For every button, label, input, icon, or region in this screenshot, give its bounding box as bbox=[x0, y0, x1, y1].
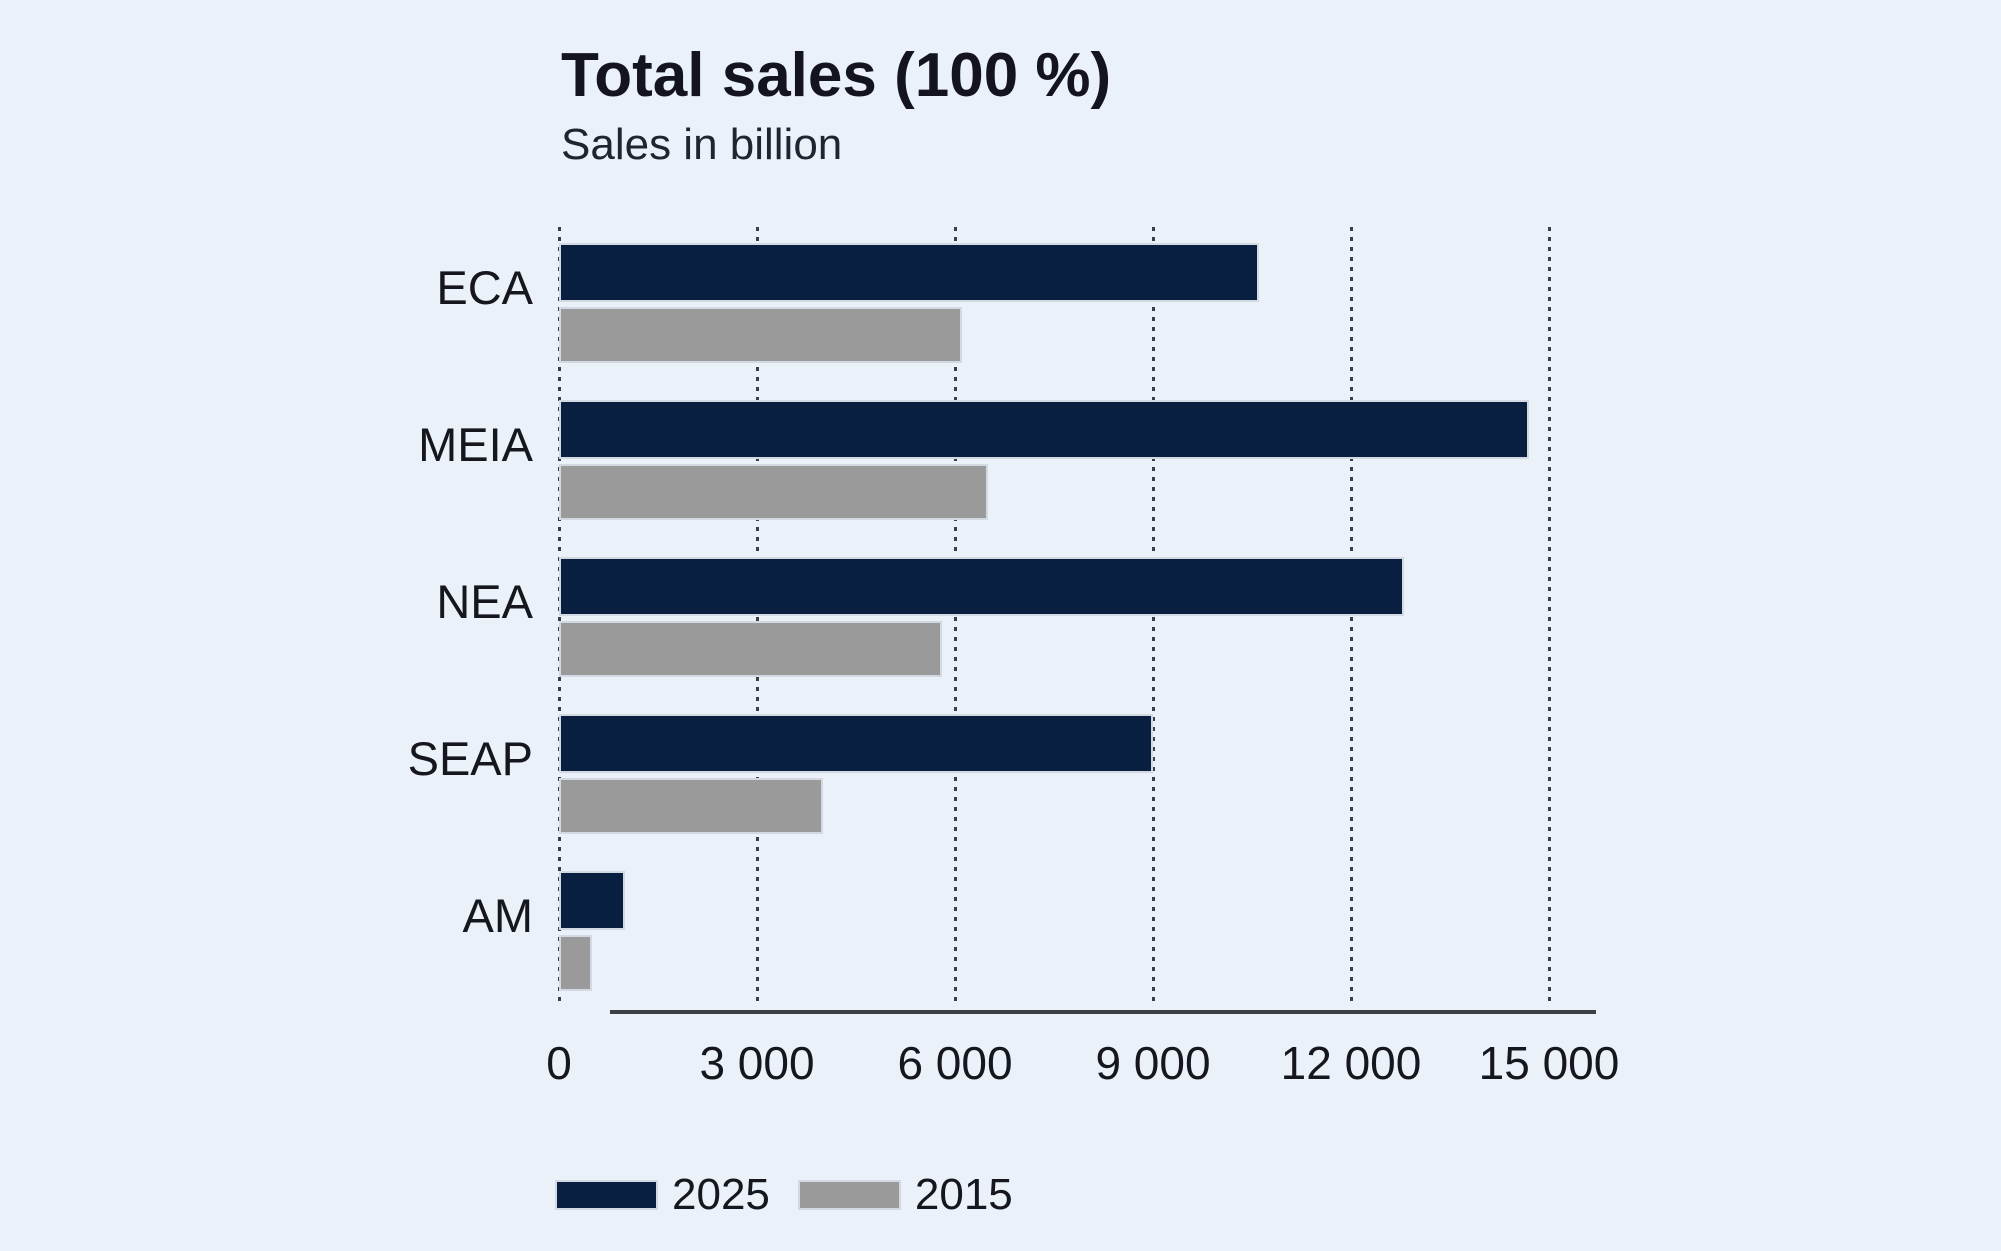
bar-2015-nea bbox=[559, 621, 942, 677]
bar-2015-eca bbox=[559, 307, 962, 363]
legend-label-2025: 2025 bbox=[672, 1170, 770, 1219]
x-tick-label-3000: 3 000 bbox=[699, 1037, 815, 1089]
bar-2025-nea bbox=[559, 557, 1404, 616]
x-tick-label-0: 0 bbox=[546, 1037, 572, 1089]
legend-label-2015: 2015 bbox=[914, 1170, 1013, 1219]
bar-group-meia bbox=[559, 400, 1549, 520]
x-axis-line bbox=[610, 1010, 1596, 1014]
category-label-meia: MEIA bbox=[418, 418, 533, 471]
bar-2015-am bbox=[559, 935, 592, 991]
x-tick-label-15000: 15 000 bbox=[1478, 1037, 1620, 1089]
bar-2025-am bbox=[559, 871, 625, 930]
bar-group-am bbox=[559, 871, 1549, 991]
bar-2025-eca bbox=[559, 243, 1259, 302]
bar-group-eca bbox=[559, 243, 1549, 363]
category-label-eca: ECA bbox=[436, 261, 533, 314]
gridline-15000 bbox=[1548, 227, 1551, 1003]
x-tick-label-12000: 12 000 bbox=[1280, 1037, 1422, 1089]
legend: 2025 2015 bbox=[555, 1170, 1041, 1220]
category-label-am: AM bbox=[462, 889, 534, 942]
x-tick-label-6000: 6 000 bbox=[897, 1037, 1013, 1089]
legend-swatch-2015 bbox=[797, 1180, 901, 1210]
legend-item-2025: 2025 bbox=[555, 1170, 770, 1220]
bar-2015-seap bbox=[559, 778, 823, 834]
category-label-nea: NEA bbox=[436, 575, 533, 628]
legend-item-2015: 2015 bbox=[797, 1170, 1013, 1220]
chart-title: Total sales (100 %) bbox=[561, 41, 1112, 110]
bar-group-seap bbox=[559, 714, 1549, 834]
legend-swatch-2025 bbox=[555, 1180, 658, 1210]
category-label-seap: SEAP bbox=[407, 732, 533, 785]
chart-subtitle: Sales in billion bbox=[561, 120, 843, 169]
bar-2015-meia bbox=[559, 464, 988, 520]
bar-group-nea bbox=[559, 557, 1549, 677]
bar-2025-seap bbox=[559, 714, 1153, 773]
bar-2025-meia bbox=[559, 400, 1530, 459]
x-tick-label-9000: 9 000 bbox=[1095, 1037, 1211, 1089]
plot-area bbox=[558, 227, 1551, 1003]
